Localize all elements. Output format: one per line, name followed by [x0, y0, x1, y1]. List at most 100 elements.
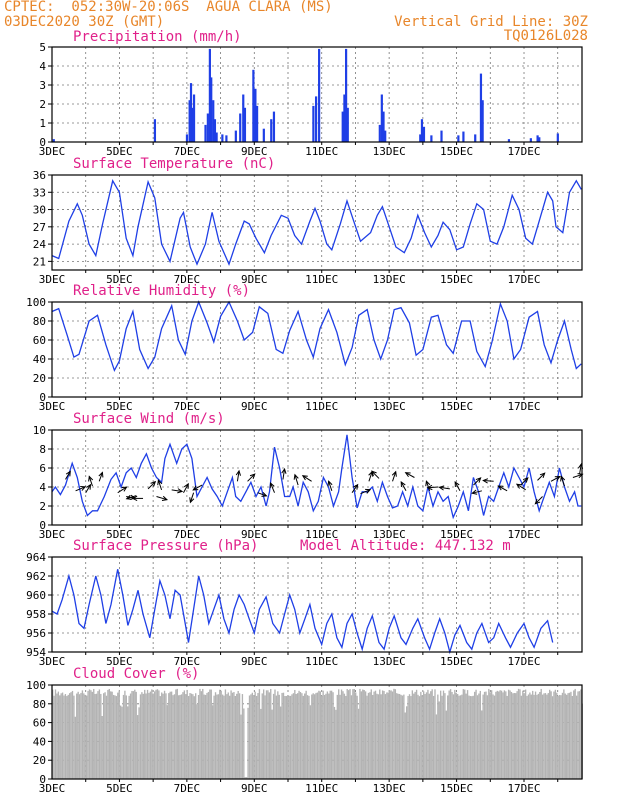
wind-frame [51, 429, 583, 526]
cloud-bar [424, 693, 426, 779]
cloud-bar [95, 693, 98, 779]
cloud-bar [490, 690, 493, 779]
cloud-bar [219, 689, 221, 779]
wind-arrow-head [88, 475, 94, 482]
cloud-bar [301, 693, 303, 779]
precip-title: Precipitation (mm/h) [73, 29, 242, 45]
wind-arrow-shaft [392, 471, 397, 482]
cloud-bar [202, 688, 204, 779]
precip-ytick-label: 2 [39, 98, 46, 111]
cloud-bar [332, 692, 334, 779]
wind-xtick-label: 17DEC [507, 528, 540, 541]
temp-series-line [51, 179, 582, 267]
wind-arrow-shaft [257, 492, 267, 497]
wind-arrow-head [157, 479, 163, 486]
cloud-bar [427, 689, 429, 779]
cloud-bar [444, 693, 446, 779]
cloud-bar [468, 695, 470, 779]
cloud-bar [291, 694, 293, 779]
cloud-bar [530, 694, 532, 779]
wind-ytick-label: 10 [33, 424, 46, 437]
cloud-bar [336, 694, 338, 779]
cloud-bar [155, 689, 157, 779]
cloud-bar [90, 690, 92, 779]
precip-bar [382, 111, 385, 142]
cloud-bar [165, 693, 167, 779]
cloud-bar [162, 693, 164, 779]
cloud-bar [313, 694, 316, 779]
cloud-bar [404, 712, 406, 779]
cloud-bar [533, 694, 535, 779]
cloud-bar [241, 694, 244, 779]
cloud-bar [566, 694, 568, 779]
cloud-bar [421, 695, 423, 779]
cloud-bar [132, 691, 135, 779]
cloud-bar [135, 691, 137, 779]
cloud-bar [87, 690, 89, 779]
cloud-bar [493, 695, 496, 779]
cloud-bar [186, 689, 188, 779]
precip-bar [384, 130, 387, 142]
precip-xtick-label: 5DEC [106, 145, 133, 158]
rh-xtick-label: 17DEC [507, 400, 540, 413]
wind-arrow-shaft [368, 471, 373, 482]
cloud-bar [221, 694, 224, 779]
cloud-bar [567, 693, 569, 779]
cloud-bar [478, 693, 480, 779]
precip-xtick-label: 3DEC [39, 145, 66, 158]
cloud-bar [117, 692, 119, 779]
pressure-xtick-label: 5DEC [106, 655, 133, 668]
cloud-bar [112, 694, 115, 779]
cloud-bar [216, 694, 218, 779]
cloud-bar [498, 691, 500, 779]
cloud-bar [315, 692, 317, 779]
pressure-panel: 954 956 958 960 962 964 3DEC 5DEC 7DEC 9DEC 11DEC 1… [26, 551, 583, 668]
cloud-bar [573, 690, 575, 779]
cloud-bar [251, 692, 254, 779]
cloud-bar [483, 691, 486, 779]
cloud-bar [318, 690, 320, 779]
cloud-bar [131, 690, 133, 779]
wind-arrow-head [482, 478, 489, 484]
wind-arrow-shaft [302, 475, 312, 482]
cloud-bar [338, 689, 340, 779]
wind-arrow-shaft [126, 495, 137, 500]
cloud-bar [540, 688, 542, 779]
cloud-bar [125, 695, 127, 779]
wind-arrow-shaft [560, 476, 565, 487]
cloud-bar [158, 690, 160, 779]
cloud-bar [296, 693, 299, 779]
cloud-title: Cloud Cover (%) [73, 666, 199, 682]
wind-arrow-head [327, 480, 333, 487]
wind-arrow-head [121, 486, 128, 492]
cloud-bar [127, 706, 129, 779]
wind-arrow-head [80, 486, 87, 491]
cloud-bar [308, 695, 310, 779]
precip-ytick-label: 3 [39, 79, 46, 92]
cloud-bar [374, 690, 377, 779]
cloud-bar [281, 692, 283, 779]
cloud-bar [88, 689, 91, 779]
precip-bar [272, 111, 276, 142]
cloud-bar [381, 690, 384, 779]
cloud-bar [321, 696, 323, 779]
cloud-bar [393, 688, 395, 779]
cloud-bar [302, 695, 304, 779]
wind-arrow-head [125, 494, 132, 500]
cloud-bar [461, 694, 463, 779]
cloud-bar [432, 695, 435, 779]
wind-arrow-head [269, 482, 275, 489]
wind-arrow-head [425, 480, 431, 487]
cloud-bar [512, 693, 514, 779]
cloud-bar [262, 689, 265, 779]
cloud-bar [271, 709, 273, 779]
cloud-bar [389, 690, 391, 779]
pressure-xtick-label: 9DEC [241, 655, 268, 668]
cloud-bar [496, 690, 498, 779]
cloud-bar [237, 690, 239, 779]
cloud-bar [345, 695, 347, 779]
cloud-bar [532, 690, 534, 779]
cloud-bar [541, 694, 544, 779]
cloud-bar [401, 695, 404, 779]
pressure-series-line [51, 569, 554, 655]
